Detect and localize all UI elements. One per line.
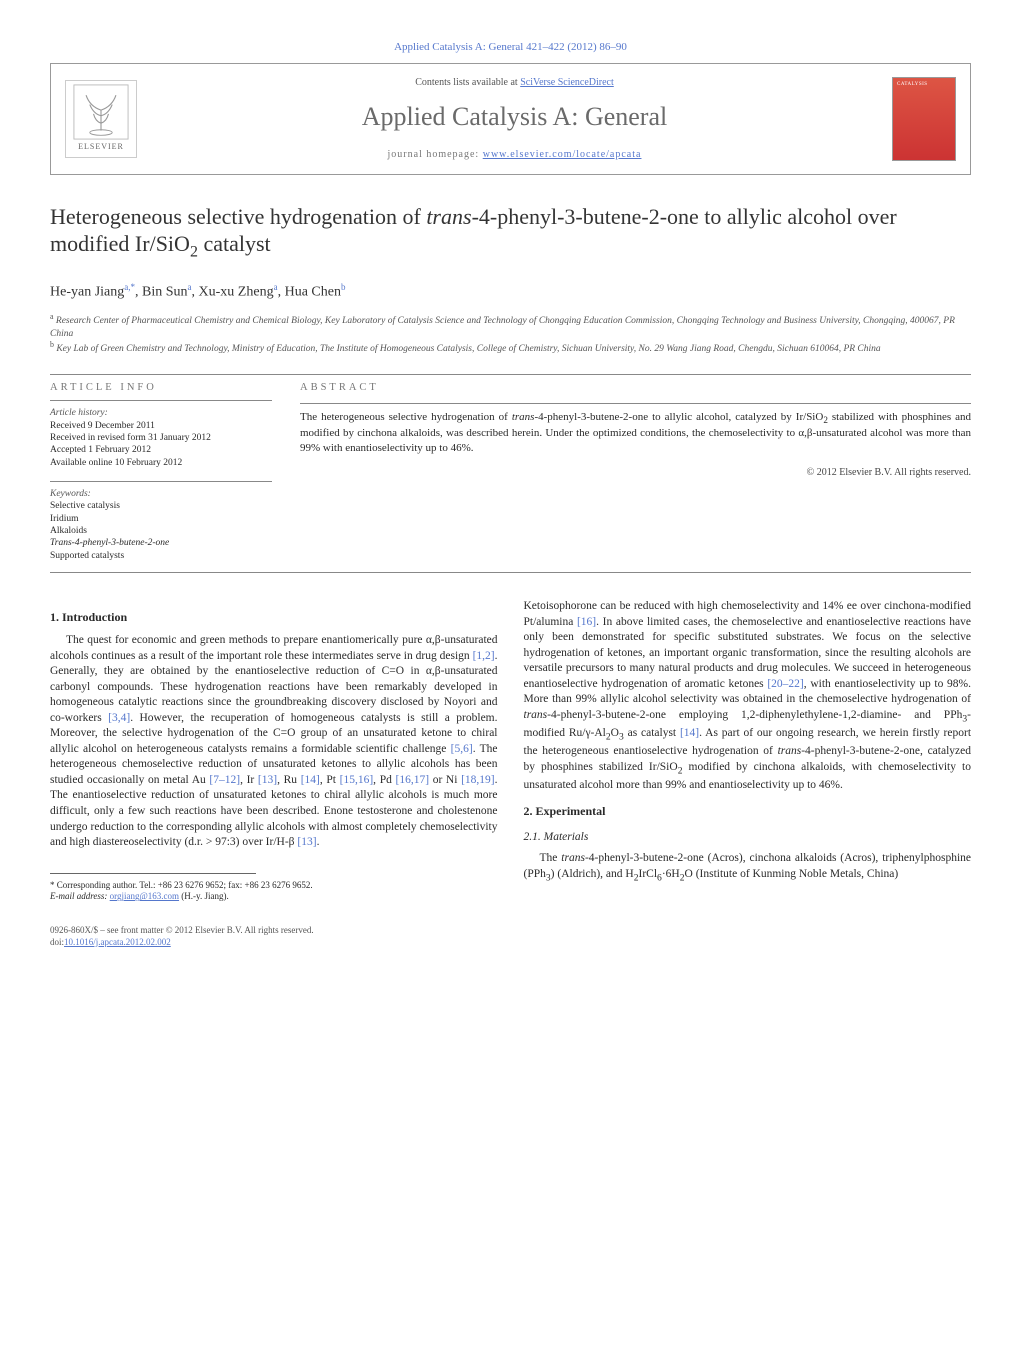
homepage-prefix: journal homepage: [388, 149, 483, 160]
page-footer: 0926-860X/$ – see front matter © 2012 El… [50, 925, 971, 948]
materials-paragraph: The trans-4-phenyl-3-butene-2-one (Acros… [524, 851, 972, 885]
sciencedirect-link[interactable]: SciVerse ScienceDirect [520, 77, 614, 88]
keyword: Iridium [50, 513, 272, 525]
publisher-name: ELSEVIER [78, 142, 124, 153]
corr-author-line: * Corresponding author. Tel.: +86 23 627… [50, 880, 498, 892]
author-list: He-yan Jianga,*, Bin Suna, Xu-xu Zhenga,… [50, 281, 971, 303]
corresponding-author-footnote: * Corresponding author. Tel.: +86 23 627… [50, 880, 498, 903]
article-info-column: ARTICLE INFO Article history: Received 9… [50, 381, 272, 562]
footnote-rule [50, 873, 256, 874]
history-line: Received in revised form 31 January 2012 [50, 432, 272, 444]
body-column-left: 1. Introduction The quest for economic a… [50, 599, 498, 903]
rule-top [50, 374, 971, 375]
affiliations: a Research Center of Pharmaceutical Chem… [50, 312, 971, 355]
journal-masthead: ELSEVIER Contents lists available at Sci… [50, 63, 971, 175]
cover-label: CATALYSIS [897, 82, 951, 89]
publisher-logo: ELSEVIER [65, 80, 137, 158]
email-who: (H.-y. Jiang). [179, 891, 229, 901]
keyword: Alkaloids [50, 525, 272, 537]
intro-paragraph-cont: Ketoisophorone can be reduced with high … [524, 599, 972, 793]
email-label: E-mail address: [50, 891, 110, 901]
contents-prefix: Contents lists available at [415, 77, 520, 88]
abstract-heading: ABSTRACT [300, 381, 971, 395]
rule-bottom [50, 572, 971, 573]
body-column-right: Ketoisophorone can be reduced with high … [524, 599, 972, 903]
front-matter-line: 0926-860X/$ – see front matter © 2012 El… [50, 925, 971, 937]
corr-email-link[interactable]: orgjiang@163.com [110, 891, 179, 901]
history-line: Received 9 December 2011 [50, 420, 272, 432]
history-label: Article history: [50, 407, 272, 419]
article-title: Heterogeneous selective hydrogenation of… [50, 203, 971, 263]
doi-label: doi: [50, 937, 64, 947]
section-2-heading: 2. Experimental [524, 803, 972, 819]
contents-available-line: Contents lists available at SciVerse Sci… [153, 76, 876, 90]
keyword: Supported catalysts [50, 550, 272, 562]
section-2-1-heading: 2.1. Materials [524, 830, 972, 846]
history-line: Available online 10 February 2012 [50, 457, 272, 469]
abstract-text: The heterogeneous selective hydrogenatio… [300, 410, 971, 456]
journal-title: Applied Catalysis A: General [153, 99, 876, 134]
body-two-columns: 1. Introduction The quest for economic a… [50, 599, 971, 903]
elsevier-tree-icon [73, 84, 129, 140]
journal-homepage-line: journal homepage: www.elsevier.com/locat… [153, 148, 876, 162]
affiliation-a: a Research Center of Pharmaceutical Chem… [50, 312, 971, 340]
doi-link[interactable]: 10.1016/j.apcata.2012.02.002 [64, 937, 171, 947]
keyword: Trans-4-phenyl-3-butene-2-one [50, 537, 272, 549]
article-info-heading: ARTICLE INFO [50, 381, 272, 395]
abstract-column: ABSTRACT The heterogeneous selective hyd… [300, 381, 971, 562]
affiliation-b: b Key Lab of Green Chemistry and Technol… [50, 340, 971, 356]
abstract-copyright: © 2012 Elsevier B.V. All rights reserved… [300, 466, 971, 480]
intro-paragraph: The quest for economic and green methods… [50, 633, 498, 850]
journal-homepage-link[interactable]: www.elsevier.com/locate/apcata [483, 149, 642, 160]
journal-cover-thumb: CATALYSIS [892, 77, 956, 161]
journal-running-head: Applied Catalysis A: General 421–422 (20… [50, 40, 971, 55]
keyword: Selective catalysis [50, 500, 272, 512]
keywords-label: Keywords: [50, 488, 272, 500]
history-line: Accepted 1 February 2012 [50, 444, 272, 456]
section-1-heading: 1. Introduction [50, 609, 498, 625]
